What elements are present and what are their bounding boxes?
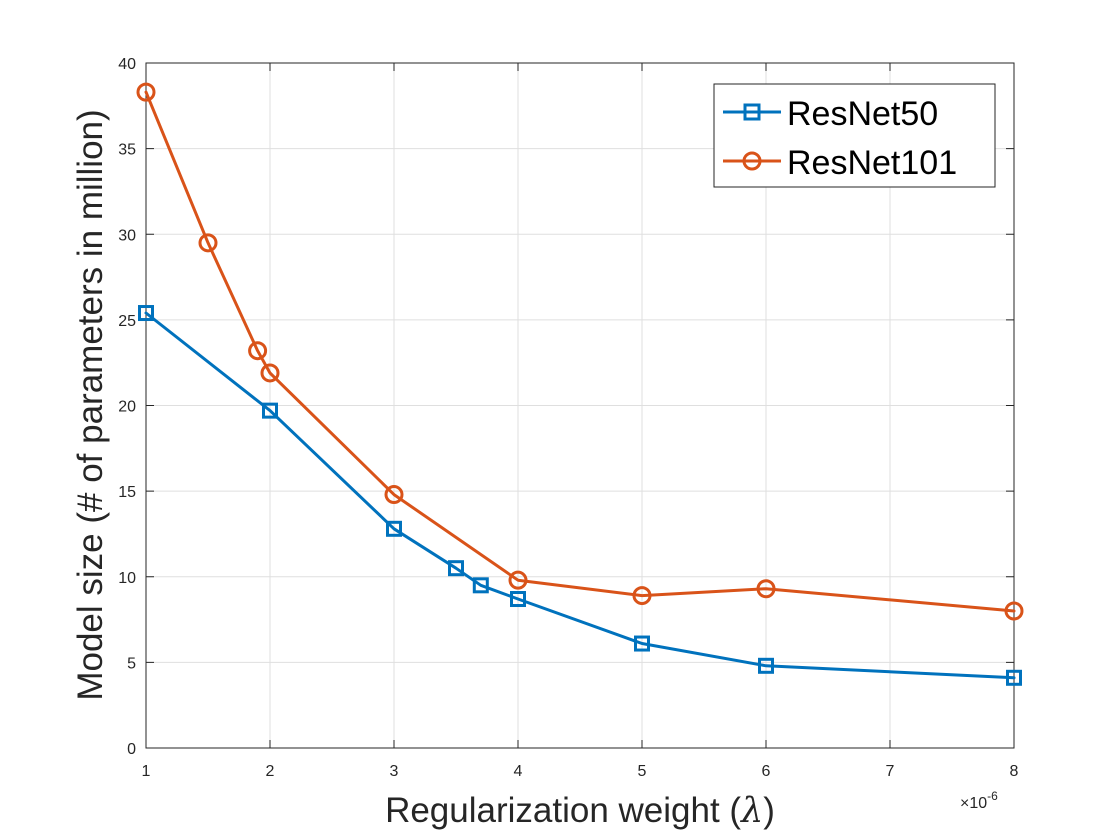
y-tick-label: 5 — [127, 655, 136, 672]
data-point-resnet101 — [508, 570, 528, 590]
data-point-resnet50 — [510, 591, 526, 608]
data-point-resnet50 — [634, 635, 650, 652]
x-axis-exponent: ×10-6 — [960, 789, 998, 812]
axis-ticks: 1 2 3 4 5 6 7 8 0 5 10 15 20 25 30 35 40 — [118, 56, 1018, 780]
data-point-resnet101 — [136, 82, 156, 102]
x-tick-label: 3 — [390, 763, 399, 780]
data-point-resnet50 — [472, 577, 489, 594]
y-tick-label: 15 — [118, 484, 136, 501]
lambda-symbol: λ — [739, 791, 763, 831]
x-tick-label: 1 — [142, 763, 151, 780]
data-series — [136, 82, 1024, 686]
series-resnet50 — [138, 305, 1022, 686]
x-axis-label: Regularization weight (λ) — [385, 791, 775, 831]
data-point-resnet101 — [1004, 601, 1024, 621]
x-tick-label: 4 — [514, 763, 523, 780]
y-tick-label: 40 — [118, 56, 136, 73]
data-point-resnet50 — [758, 657, 774, 674]
data-point-resnet50 — [138, 305, 154, 322]
data-point-resnet50 — [448, 560, 464, 577]
y-tick-label: 25 — [118, 313, 136, 330]
y-tick-label: 30 — [118, 227, 136, 244]
data-point-resnet50 — [1006, 669, 1022, 686]
series-line-resnet101 — [144, 90, 1016, 613]
y-tick-label: 0 — [127, 741, 136, 758]
data-point-resnet101 — [632, 586, 652, 606]
series-line-resnet50 — [144, 311, 1016, 680]
data-point-resnet101 — [248, 341, 268, 361]
y-tick-label: 20 — [118, 399, 136, 416]
data-point-resnet101 — [756, 579, 776, 599]
series-resnet101 — [136, 82, 1024, 621]
x-tick-label: 5 — [638, 763, 647, 780]
x-tick-label: 2 — [266, 763, 275, 780]
y-tick-label: 10 — [118, 570, 136, 587]
y-tick-label: 35 — [118, 142, 136, 159]
data-point-resnet101 — [260, 363, 280, 383]
x-tick-label: 7 — [886, 763, 895, 780]
legend-marker-square — [743, 103, 761, 121]
y-axis-label: Model size (# of parameters in million) — [71, 109, 110, 700]
legend-label-resnet101: ResNet101 — [787, 144, 957, 182]
data-point-resnet101 — [198, 233, 218, 253]
legend-box — [713, 83, 996, 188]
data-point-resnet50 — [262, 402, 278, 419]
legend: ResNet50 ResNet101 — [713, 83, 996, 188]
x-tick-label: 6 — [762, 763, 771, 780]
x-tick-label: 8 — [1010, 763, 1019, 780]
legend-marker-circle — [742, 151, 762, 171]
data-point-resnet101 — [384, 485, 404, 505]
legend-label-resnet50: ResNet50 — [787, 95, 938, 133]
data-point-resnet50 — [386, 520, 402, 537]
